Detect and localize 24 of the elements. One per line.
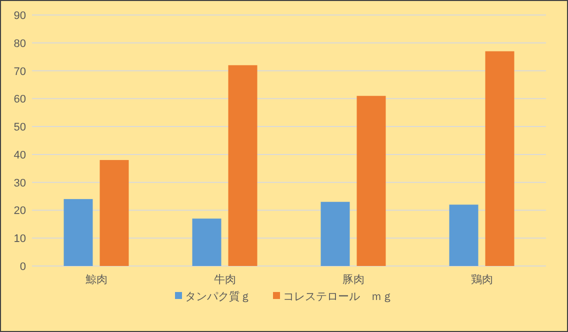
x-tick-label: 豚肉 bbox=[342, 274, 364, 286]
bar bbox=[100, 160, 129, 266]
y-tick-label: 40 bbox=[14, 149, 26, 162]
bar bbox=[356, 96, 386, 266]
bar bbox=[485, 51, 514, 266]
legend-label: タンパク質ｇ bbox=[185, 290, 251, 303]
y-tick-label: 90 bbox=[14, 10, 26, 22]
y-tick-label: 10 bbox=[14, 233, 26, 246]
y-tick-label: 20 bbox=[14, 205, 26, 218]
y-tick-label: 30 bbox=[14, 177, 26, 190]
x-tick-label: 鶏肉 bbox=[470, 274, 493, 286]
y-tick-label: 0 bbox=[20, 261, 26, 273]
y-tick-label: 80 bbox=[14, 38, 26, 50]
y-tick-label: 70 bbox=[14, 66, 26, 78]
bar bbox=[192, 218, 222, 266]
y-tick-label: 50 bbox=[14, 122, 26, 134]
y-tick-label: 60 bbox=[14, 94, 26, 106]
bar bbox=[449, 204, 478, 266]
bar bbox=[64, 199, 93, 266]
x-tick-label: 牛肉 bbox=[214, 273, 236, 286]
legend-label: コレステロール ｍｇ bbox=[283, 291, 393, 303]
bar bbox=[320, 202, 350, 266]
bar bbox=[228, 65, 258, 266]
x-tick-label: 鯨肉 bbox=[85, 274, 108, 286]
